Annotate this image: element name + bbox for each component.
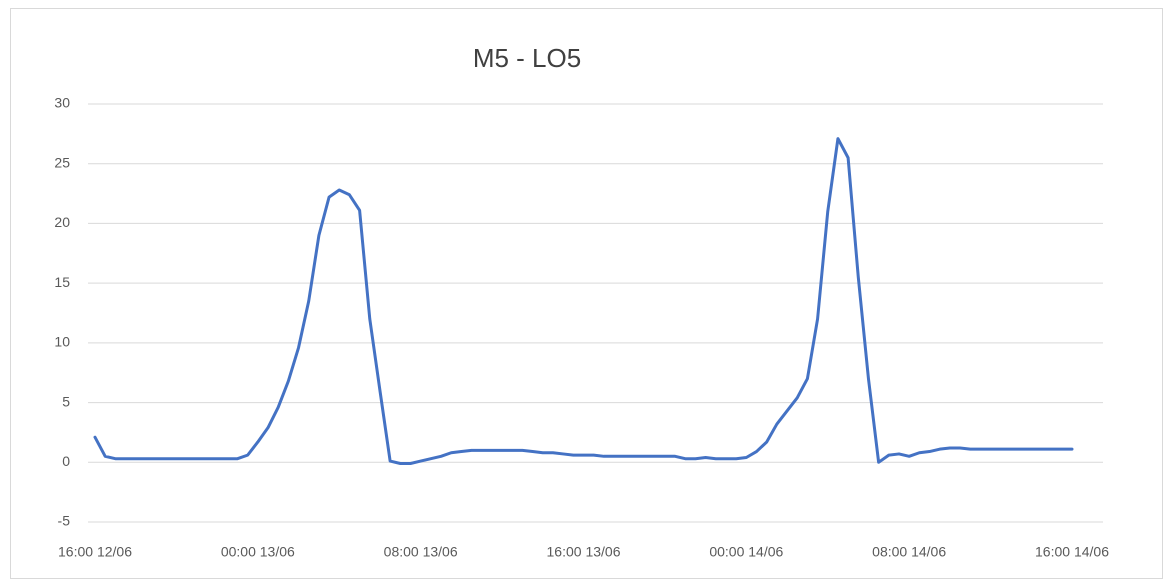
y-tick-label: 30 <box>54 95 70 111</box>
x-tick-label: 00:00 14/06 <box>709 544 783 560</box>
x-tick-label: 16:00 14/06 <box>1035 544 1109 560</box>
x-tick-label: 00:00 13/06 <box>221 544 295 560</box>
y-tick-label: 5 <box>62 393 70 409</box>
data-line <box>93 137 1074 465</box>
x-tick-label: 16:00 12/06 <box>58 544 132 560</box>
y-tick-label: 15 <box>54 274 70 290</box>
x-tick-label: 08:00 13/06 <box>384 544 458 560</box>
x-tick-label: 16:00 13/06 <box>547 544 621 560</box>
y-tick-label: 10 <box>54 334 70 350</box>
y-tick-label: 0 <box>62 453 70 469</box>
y-tick-label: -5 <box>58 513 71 529</box>
y-tick-label: 20 <box>54 214 70 230</box>
chart-title: M5 - LO5 <box>473 43 581 73</box>
y-tick-label: 25 <box>54 154 70 170</box>
chart-border <box>10 8 1163 579</box>
x-tick-label: 08:00 14/06 <box>872 544 946 560</box>
